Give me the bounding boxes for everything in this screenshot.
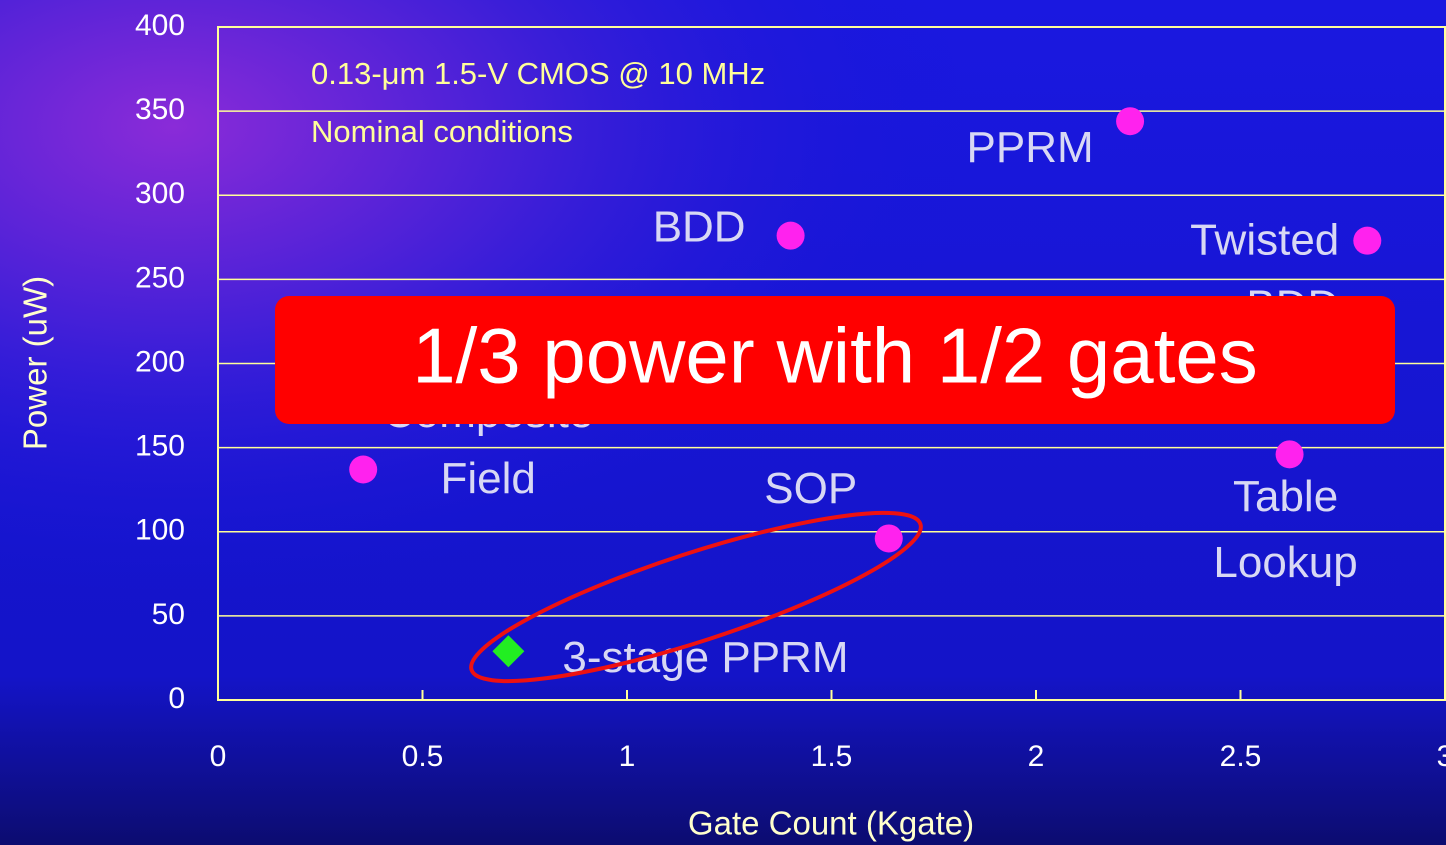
point <box>1353 226 1382 255</box>
y-tick-label: 50 <box>152 598 185 631</box>
x-tick-label: 0 <box>210 740 227 773</box>
y-tick-label: 350 <box>135 93 185 126</box>
point <box>1275 440 1304 469</box>
point-label: SOP <box>764 464 857 513</box>
point <box>776 221 805 250</box>
x-tick-label: 0.5 <box>402 740 444 773</box>
point-label: PPRM <box>967 123 1094 172</box>
highlight-ellipse <box>469 510 923 684</box>
point-label: BDD <box>653 202 746 251</box>
y-tick-label: 0 <box>168 682 185 715</box>
point-label: Lookup <box>1213 538 1357 587</box>
point <box>349 455 378 484</box>
point-label: Table <box>1233 472 1338 521</box>
y-tick-label: 200 <box>135 345 185 378</box>
callout-text: 1/3 power with 1/2 gates <box>412 312 1258 400</box>
point <box>1116 107 1145 136</box>
y-axis-title: Power (uW) <box>17 276 54 450</box>
point-label: Field <box>441 454 536 503</box>
x-axis-title: Gate Count (Kgate) <box>688 805 974 842</box>
point <box>492 635 525 668</box>
point-label: Twisted <box>1190 215 1339 264</box>
plot-frame <box>217 26 1446 701</box>
y-tick-label: 400 <box>135 9 185 42</box>
x-tick-label: 3 <box>1437 740 1446 773</box>
y-tick-label: 300 <box>135 177 185 210</box>
callout-box <box>275 296 1395 424</box>
y-tick-label: 100 <box>135 514 185 547</box>
annotation: Nominal conditions <box>311 114 573 149</box>
x-tick-label: 2.5 <box>1220 740 1262 773</box>
y-tick-label: 250 <box>135 261 185 294</box>
annotation: 0.13-μm 1.5-V CMOS @ 10 MHz <box>311 56 765 91</box>
x-tick-label: 1.5 <box>811 740 853 773</box>
x-tick-label: 2 <box>1028 740 1045 773</box>
y-tick-label: 150 <box>135 430 185 463</box>
x-tick-label: 1 <box>619 740 636 773</box>
point <box>874 524 903 553</box>
